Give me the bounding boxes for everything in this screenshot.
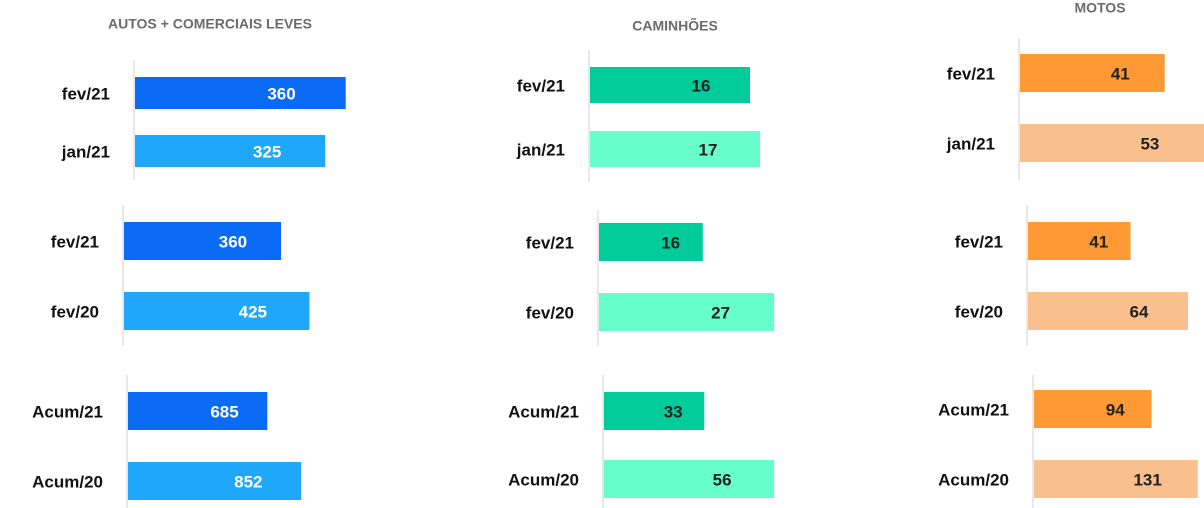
category-label: fev/20 xyxy=(526,303,574,322)
bar xyxy=(135,77,346,109)
value-label: 56 xyxy=(713,470,732,489)
category-label: fev/21 xyxy=(955,232,1003,251)
category-label: Acum/21 xyxy=(938,400,1009,419)
category-label: fev/21 xyxy=(517,76,565,95)
category-label: Acum/21 xyxy=(32,402,103,421)
value-label: 27 xyxy=(711,303,730,322)
bar xyxy=(599,223,703,261)
category-label: fev/20 xyxy=(955,302,1003,321)
bar xyxy=(599,293,775,331)
value-label: 360 xyxy=(219,232,247,251)
value-label: 33 xyxy=(664,402,683,421)
bar xyxy=(1034,460,1198,498)
category-label: fev/21 xyxy=(51,232,99,251)
bar xyxy=(124,222,282,260)
value-label: 131 xyxy=(1133,470,1161,489)
bar xyxy=(135,135,326,167)
category-label: fev/20 xyxy=(51,302,99,321)
bar xyxy=(590,67,750,103)
value-label: 425 xyxy=(239,302,267,321)
category-label: jan/21 xyxy=(61,142,110,161)
value-label: 64 xyxy=(1130,302,1149,321)
value-label: 94 xyxy=(1106,400,1125,419)
value-label: 16 xyxy=(692,76,711,95)
category-label: fev/21 xyxy=(526,233,574,252)
value-label: 325 xyxy=(253,142,281,161)
category-label: Acum/20 xyxy=(508,470,579,489)
category-label: fev/21 xyxy=(947,64,995,83)
bar xyxy=(1028,222,1131,260)
bar xyxy=(128,392,268,430)
bar xyxy=(1020,54,1165,92)
bar xyxy=(604,392,705,430)
bar xyxy=(128,462,302,500)
category-label: jan/21 xyxy=(516,140,565,159)
chart-title: AUTOS + COMERCIAIS LEVES xyxy=(108,16,312,32)
value-label: 360 xyxy=(267,84,295,103)
value-label: 41 xyxy=(1089,232,1108,251)
category-label: Acum/21 xyxy=(508,402,579,421)
bar xyxy=(604,460,775,498)
bar xyxy=(1020,124,1204,162)
bar xyxy=(124,292,310,330)
category-label: Acum/20 xyxy=(938,470,1009,489)
value-label: 685 xyxy=(210,402,238,421)
value-label: 16 xyxy=(661,233,680,252)
category-label: fev/21 xyxy=(62,84,110,103)
category-label: Acum/20 xyxy=(32,472,103,491)
chart-title: MOTOS xyxy=(1074,0,1125,16)
bar xyxy=(1034,390,1152,428)
value-label: 17 xyxy=(699,140,718,159)
chart-title: CAMINHÕES xyxy=(632,17,718,34)
bar xyxy=(1028,292,1188,330)
value-label: 53 xyxy=(1140,134,1159,153)
category-label: jan/21 xyxy=(946,134,995,153)
bar xyxy=(590,131,760,167)
value-label: 852 xyxy=(234,472,262,491)
value-label: 41 xyxy=(1111,64,1130,83)
